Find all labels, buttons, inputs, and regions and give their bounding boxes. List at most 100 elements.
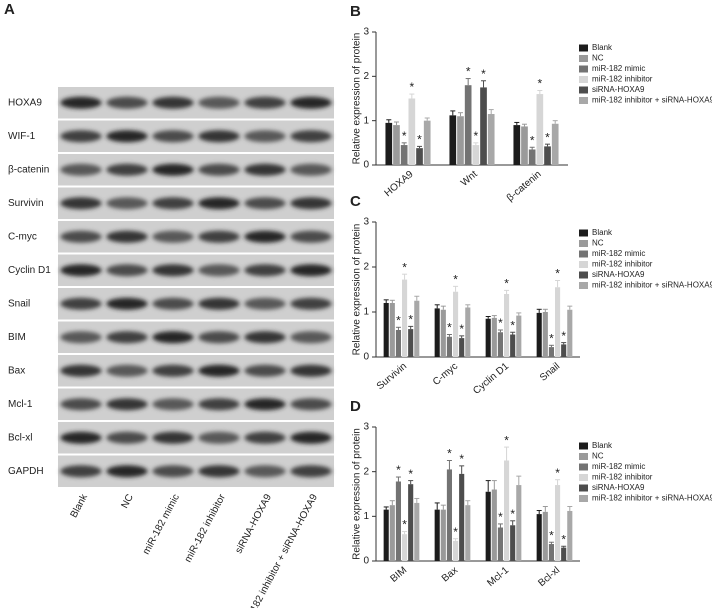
error-bar: [561, 342, 567, 345]
bar: [536, 514, 542, 561]
y-tick-label: 2: [363, 71, 369, 82]
significance-mark: *: [538, 77, 543, 91]
legend-swatch: [579, 86, 588, 94]
significance-mark: *: [402, 518, 407, 532]
significance-mark: *: [417, 133, 422, 147]
error-bar: [417, 145, 423, 149]
blot-band: [244, 331, 286, 344]
error-bar: [389, 299, 395, 303]
blot-band: [290, 230, 332, 243]
significance-mark: *: [459, 322, 464, 336]
y-axis-label: Relative expression of protein: [352, 224, 363, 356]
legend-label: miR-182 inhibitor: [592, 473, 653, 482]
error-bar: [440, 504, 446, 510]
error-bar: [537, 90, 543, 95]
blot-band: [244, 431, 286, 444]
bar: [414, 300, 420, 357]
protein-label: Mcl-1: [8, 399, 33, 410]
protein-label: β-catenin: [8, 164, 49, 175]
significance-mark: *: [530, 133, 535, 147]
blot-band: [106, 264, 148, 277]
blot-band: [244, 297, 286, 310]
bar: [408, 98, 416, 165]
significance-mark: *: [408, 467, 413, 481]
blot-band: [60, 364, 102, 377]
error-bar: [548, 344, 554, 348]
error-bar: [491, 315, 497, 318]
significance-mark: *: [466, 65, 471, 79]
significance-mark: *: [453, 525, 458, 539]
legend-label: miR-182 mimic: [592, 249, 645, 258]
y-tick-label: 1: [363, 115, 369, 126]
error-bar: [465, 78, 471, 86]
bar: [521, 126, 528, 165]
bar: [395, 330, 401, 357]
legend-label: miR-182 inhibitor: [592, 260, 653, 269]
bar: [446, 336, 452, 357]
blot-band: [198, 130, 240, 143]
legend-label: miR-182 inhibitor + siRNA-HOXA9: [592, 96, 712, 105]
blot-band: [60, 96, 102, 109]
error-bar: [414, 497, 420, 503]
legend-swatch: [579, 240, 588, 247]
bar: [395, 481, 401, 561]
bar: [567, 309, 573, 357]
significance-mark: *: [402, 260, 407, 274]
legend-swatch: [579, 453, 588, 460]
y-tick-label: 3: [363, 27, 369, 38]
blot-band: [290, 465, 332, 478]
y-tick-label: 1: [363, 511, 369, 522]
y-tick-label: 3: [363, 422, 369, 433]
error-bar: [402, 273, 408, 280]
significance-mark: *: [453, 273, 458, 287]
blot-band: [290, 364, 332, 377]
y-tick-label: 0: [363, 352, 369, 363]
blot-band: [198, 431, 240, 444]
blot-band: [106, 197, 148, 210]
legend-swatch: [579, 65, 588, 73]
blot-band: [198, 197, 240, 210]
significance-mark: *: [481, 67, 486, 81]
significance-mark: *: [396, 313, 401, 327]
bar: [504, 460, 510, 561]
error-bar: [386, 119, 392, 123]
blot-band: [198, 230, 240, 243]
significance-mark: *: [549, 528, 554, 542]
blot-band: [198, 364, 240, 377]
significance-mark: *: [396, 463, 401, 477]
legend-swatch: [579, 474, 588, 481]
blot-band: [106, 331, 148, 344]
blot-band: [290, 163, 332, 176]
error-bar: [516, 475, 522, 486]
error-bar: [491, 480, 497, 490]
blot-band: [152, 431, 194, 444]
protein-label: Snail: [8, 298, 30, 309]
error-bar: [497, 523, 503, 528]
protein-label: Cyclin D1: [8, 265, 51, 276]
error-bar: [402, 531, 408, 535]
error-bar: [548, 541, 554, 545]
bar: [551, 123, 559, 165]
error-bar: [459, 465, 465, 474]
error-bar: [536, 308, 542, 313]
error-bar: [393, 121, 399, 126]
blot-band: [244, 230, 286, 243]
bar: [561, 344, 567, 357]
significance-mark: *: [510, 507, 515, 521]
blot-band: [152, 331, 194, 344]
legend-label: Blank: [592, 441, 613, 450]
blot-band: [290, 130, 332, 143]
blot-band: [290, 96, 332, 109]
error-bar: [459, 335, 465, 339]
blot-strip: [58, 254, 334, 286]
error-bar: [434, 502, 440, 510]
blot-band: [290, 331, 332, 344]
blot-strip: [58, 355, 334, 387]
error-bar: [408, 325, 414, 330]
bar: [491, 317, 497, 357]
blot-strip: [58, 388, 334, 420]
error-bar: [450, 110, 456, 116]
blot-strip: [58, 187, 334, 219]
bar: [485, 491, 491, 561]
error-bar: [510, 331, 516, 335]
